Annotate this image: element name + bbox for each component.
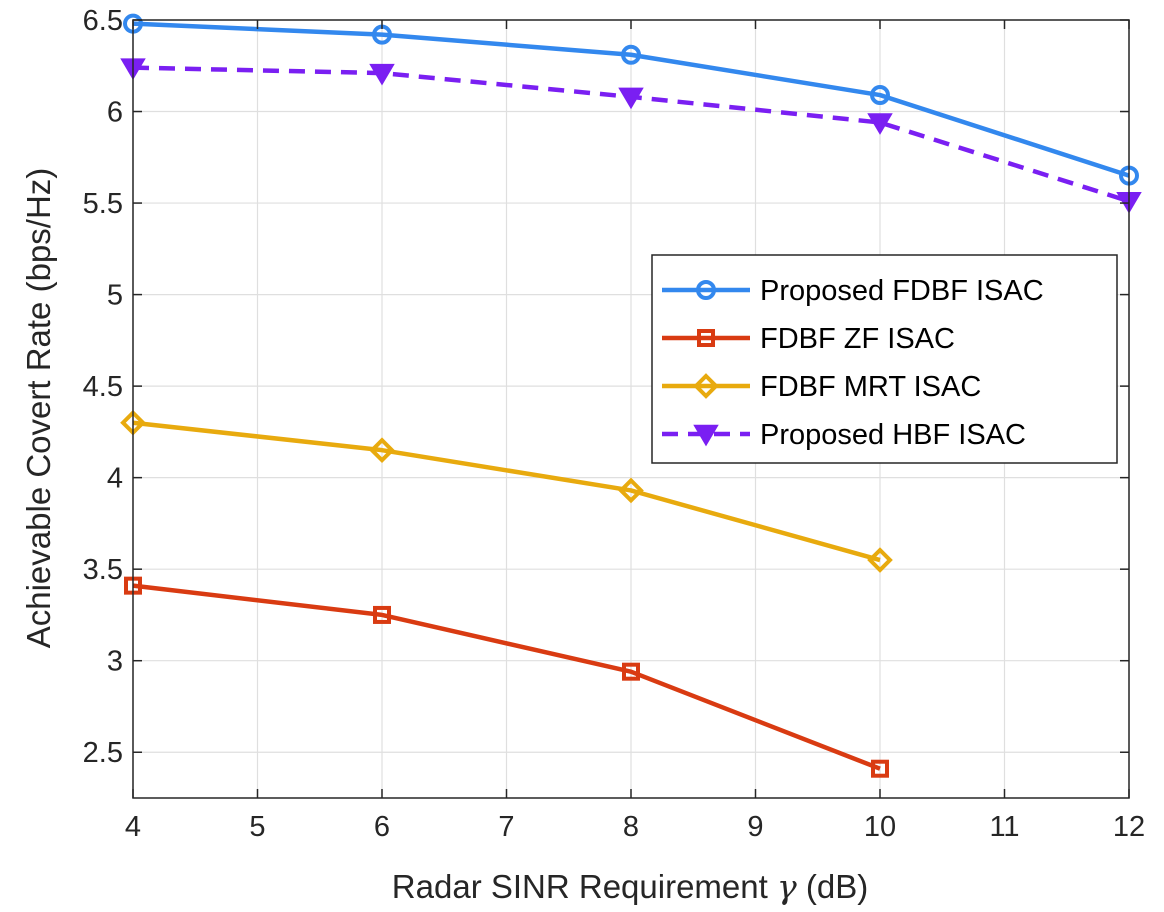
data-point bbox=[867, 113, 893, 135]
x-tick-label: 4 bbox=[125, 811, 141, 843]
x-axis-title: Radar SINR Requirement γ (dB) bbox=[392, 867, 868, 906]
x-tick-label: 7 bbox=[498, 811, 514, 843]
data-point bbox=[870, 85, 890, 106]
data-point bbox=[621, 44, 641, 65]
x-tick-label: 8 bbox=[623, 811, 639, 843]
data-point bbox=[618, 477, 644, 504]
y-tick-label: 3.5 bbox=[83, 554, 123, 586]
y-tick-label: 5 bbox=[107, 280, 123, 312]
legend-entry: FDBF ZF ISAC bbox=[662, 323, 955, 355]
y-tick-label: 5.5 bbox=[83, 188, 123, 220]
legend-label: FDBF ZF ISAC bbox=[760, 323, 955, 355]
data-point bbox=[618, 87, 644, 110]
series-line bbox=[132, 21, 1130, 178]
y-tick-label: 4 bbox=[107, 463, 123, 495]
x-tick-label: 10 bbox=[864, 811, 896, 843]
legend-entry: Proposed FDBF ISAC bbox=[662, 275, 1044, 307]
series-line bbox=[132, 583, 881, 771]
axes bbox=[132, 19, 1130, 799]
legend-marker bbox=[696, 280, 716, 300]
data-point bbox=[369, 437, 395, 464]
y-tick-label: 6 bbox=[107, 97, 123, 129]
x-tick-label: 11 bbox=[989, 811, 1019, 843]
y-tick-label: 4.5 bbox=[83, 371, 123, 403]
y-tick-label: 2.5 bbox=[83, 737, 123, 769]
data-point bbox=[871, 759, 889, 778]
legend-entry: Proposed HBF ISAC bbox=[662, 419, 1026, 451]
legend-marker bbox=[697, 329, 715, 347]
legend-label: Proposed HBF ISAC bbox=[760, 419, 1026, 451]
x-tick-label: 5 bbox=[249, 811, 265, 843]
y-tick-label: 3 bbox=[107, 646, 123, 678]
data-point bbox=[867, 547, 893, 573]
legend-marker bbox=[693, 373, 719, 399]
legend-label: Proposed FDBF ISAC bbox=[760, 275, 1044, 307]
x-tick-label: 12 bbox=[1113, 811, 1145, 843]
tick-labels: 4 5 6 7 8 9 10 11 12 2.5 3 3.5 4 4.5 5 5.5 6 6.5 bbox=[83, 5, 1145, 843]
data-point bbox=[373, 605, 391, 624]
x-tick-label: 9 bbox=[747, 811, 763, 843]
legend-label: FDBF MRT ISAC bbox=[760, 371, 981, 403]
legend: Proposed FDBF ISAC FDBF ZF ISAC FDBF MRT I… bbox=[651, 254, 1118, 464]
series-line bbox=[132, 420, 881, 563]
legend-entry: FDBF MRT ISAC bbox=[662, 371, 981, 403]
y-axis-title: Achievable Covert Rate (bps/Hz) bbox=[20, 168, 57, 649]
data-point bbox=[622, 662, 640, 681]
x-tick-label: 6 bbox=[374, 811, 390, 843]
y-tick-label: 6.5 bbox=[83, 5, 123, 37]
legend-marker bbox=[693, 424, 719, 447]
series-layer bbox=[120, 13, 1142, 778]
data-point bbox=[369, 63, 395, 86]
